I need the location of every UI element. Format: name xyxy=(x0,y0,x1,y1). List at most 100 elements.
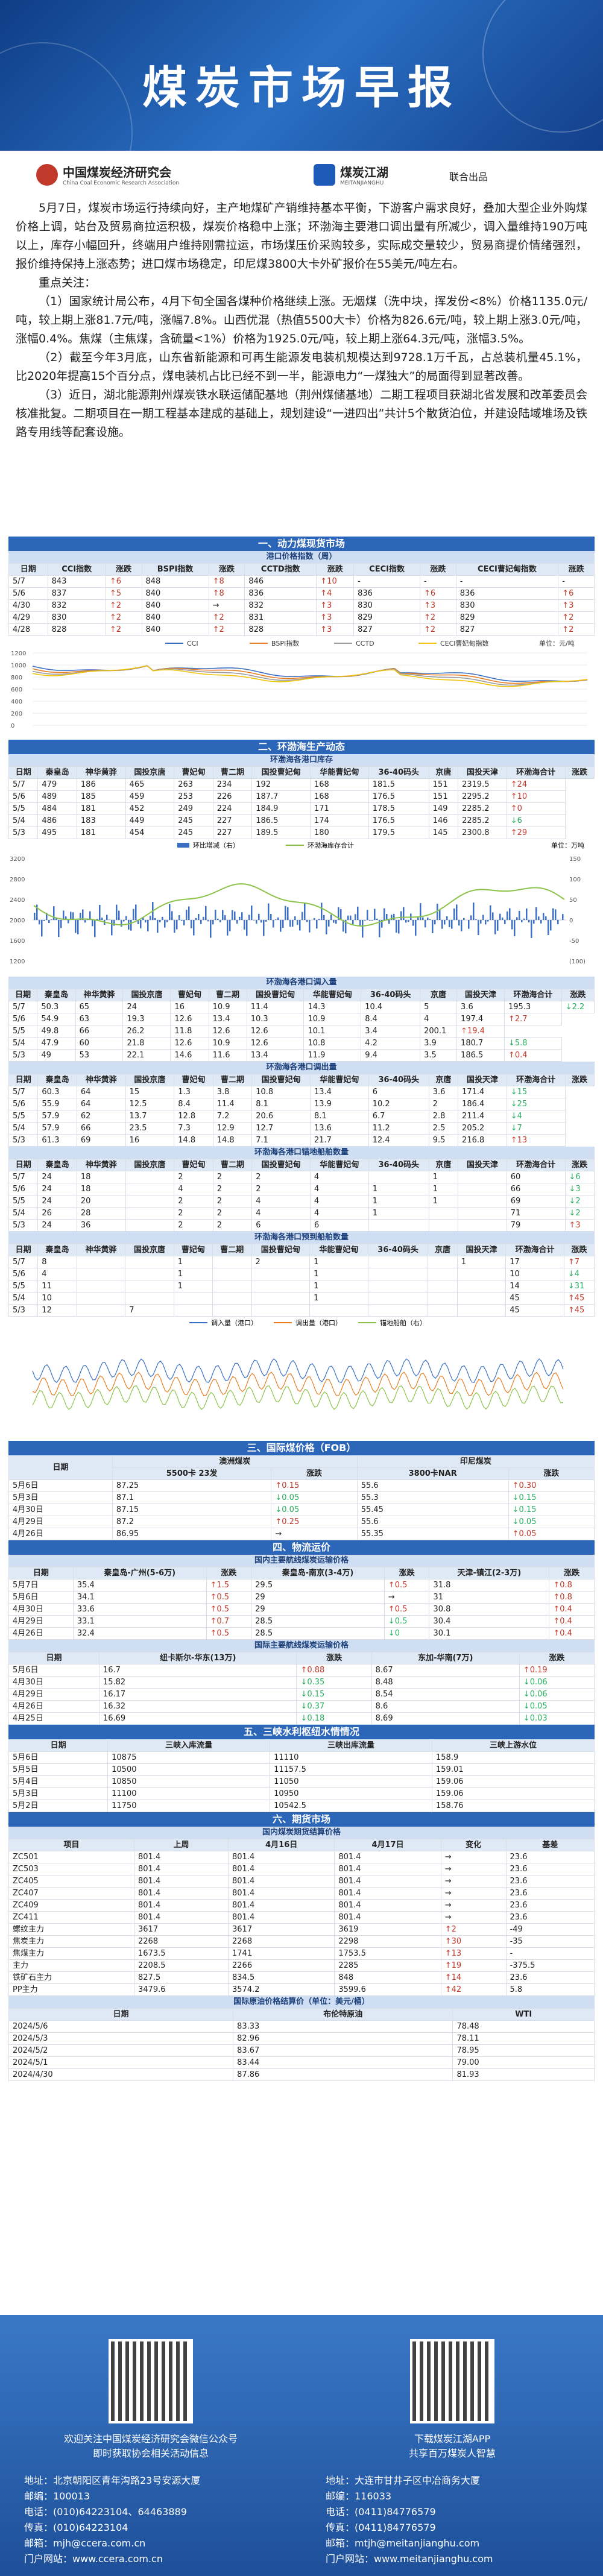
table-cell: 14.3 xyxy=(303,1001,362,1013)
table-cell xyxy=(125,1195,175,1208)
table-cell: 12.6 xyxy=(208,1025,247,1038)
table-cell: 47.9 xyxy=(37,1037,76,1050)
bar xyxy=(439,910,441,920)
bar xyxy=(461,920,463,931)
table-cell: 4月26日 xyxy=(8,1627,74,1640)
table-cell: 8.4 xyxy=(174,1098,213,1110)
section-title: 二、环渤海生产动态 xyxy=(8,740,595,754)
table-cell: 226 xyxy=(212,790,253,803)
bar xyxy=(294,916,296,920)
table-cell: 205.2 xyxy=(458,1122,507,1135)
table-row: 5/4 57.9 66 23.5 7.3 12.9 12.7 13.6 11.2 2.5 205.2… xyxy=(8,1122,595,1135)
column-header: 国投天津 xyxy=(456,1244,507,1256)
y-tick-label: 3200 xyxy=(10,856,25,863)
column-header: 神华黄骅 xyxy=(75,989,124,1001)
bar xyxy=(333,920,335,923)
table-cell xyxy=(458,1183,507,1195)
section-subtitle: 环渤海各港口预到船舶数量 xyxy=(8,1232,595,1244)
table-cell: 81.93 xyxy=(452,2068,595,2081)
column-header: 日期 xyxy=(8,563,48,576)
table-cell: 17 xyxy=(505,1256,564,1268)
column-header: 涨跌 xyxy=(561,989,595,1001)
bar xyxy=(43,920,45,921)
bar xyxy=(306,920,308,922)
table-cell: 5月7日 xyxy=(8,1579,74,1592)
table-cell: 3.6 xyxy=(428,1086,459,1098)
intro-p4: （2）截至今年3月底，山东省新能源和可再生能源发电装机规模达到9728.1万千瓦… xyxy=(16,351,587,383)
website-link[interactable]: 门户网站：www.ccera.com.cn xyxy=(24,2553,163,2565)
table-cell: 66 xyxy=(506,1183,566,1195)
bar xyxy=(164,920,166,928)
bar xyxy=(285,905,286,920)
bar xyxy=(299,920,301,931)
table-cell: ↑6 xyxy=(420,587,456,600)
table-cell: 9.4 xyxy=(361,1049,421,1062)
bar xyxy=(362,920,364,938)
table-cell: 836 xyxy=(353,587,420,600)
table-row: 铁矿石主力 827.5 834.5 848 ↑14 23.6 xyxy=(8,1971,595,1984)
email[interactable]: 邮箱：mtjh@meitanjianghu.com xyxy=(326,2537,480,2549)
table-cell: -375.5 xyxy=(505,1959,595,1972)
table-cell: 11 xyxy=(37,1280,77,1293)
table-cell: - xyxy=(420,575,456,588)
bar xyxy=(65,916,67,920)
bar xyxy=(543,913,545,920)
table-cell: 836 xyxy=(244,587,317,600)
bar xyxy=(150,915,151,920)
column-header: 涨跌 xyxy=(208,563,245,576)
table-row: 5/7 50.3 65 24 16 10.9 11.4 14.3 10.4 5 3.6 195.3 ↓2… xyxy=(8,1001,595,1013)
table-cell: 171.4 xyxy=(458,1086,507,1098)
table-cell: ↑0.05 xyxy=(508,1528,595,1540)
bar xyxy=(145,920,147,923)
table-cell: 2 xyxy=(428,1098,459,1110)
bar xyxy=(188,906,190,920)
bar xyxy=(203,916,204,920)
table-cell: 14.6 xyxy=(170,1049,209,1062)
column-header: 日期 xyxy=(8,766,39,779)
table-cell: ↓0.15 xyxy=(508,1491,595,1504)
column-header: 秦皇岛 xyxy=(37,1159,77,1171)
table-cell: ↓15 xyxy=(506,1086,566,1098)
table-cell: ↑13 xyxy=(440,1947,507,1960)
table-cell xyxy=(76,1256,126,1268)
bar xyxy=(48,920,50,923)
table-cell: → xyxy=(440,1911,507,1924)
table-cell: 69 xyxy=(506,1195,566,1208)
table-cell: ↓4 xyxy=(563,1268,595,1280)
table-cell: ↑2 xyxy=(105,623,142,636)
table-cell: 840 xyxy=(141,599,209,612)
table-cell xyxy=(125,1280,174,1293)
table-cell: ↓0.35 xyxy=(296,1676,372,1689)
table-cell: 23.6 xyxy=(505,1851,595,1863)
table-cell xyxy=(456,1268,507,1280)
table-cell: 2 xyxy=(251,1171,311,1183)
table-cell: ↑2 xyxy=(558,623,595,636)
bar xyxy=(468,920,470,929)
column-header: 涨跌 xyxy=(105,563,142,576)
table-cell: ↓0.37 xyxy=(296,1700,372,1713)
table-cell: ↓2 xyxy=(564,1195,595,1208)
table-header-row: 日期 秦皇岛-广州(5-6万) 涨跌 秦皇岛-南京(3-4万) 涨跌 天津-镇江(2-3万… xyxy=(8,1567,595,1579)
bar xyxy=(475,919,477,920)
table-cell: 168 xyxy=(309,790,369,803)
bar xyxy=(405,920,407,923)
table-cell: 159.06 xyxy=(432,1775,595,1788)
table-cell: 34.1 xyxy=(72,1591,207,1604)
footer-caption: 共享百万煤炭人智慧 xyxy=(408,2448,496,2459)
table-cell: 16 xyxy=(170,1001,209,1013)
table-cell: 5月3日 xyxy=(8,1787,109,1800)
table-cell: 2024/5/2 xyxy=(8,2044,234,2057)
table-cell: 30.4 xyxy=(429,1615,550,1628)
table-cell: 5/5 xyxy=(8,1110,39,1123)
bar xyxy=(470,915,472,920)
table-cell: 24 xyxy=(37,1195,77,1208)
table-cell xyxy=(428,1207,459,1220)
email[interactable]: 邮箱：mjh@ccera.com.cn xyxy=(24,2537,146,2549)
table-row: 4月29日 33.1 ↑0.7 28.5 ↓0.5 30.4 ↑0.4 xyxy=(8,1615,595,1628)
column-header: 环渤海合计 xyxy=(506,1074,566,1086)
website-link[interactable]: 门户网站：www.meitanjianghu.com xyxy=(326,2553,493,2565)
bar xyxy=(171,911,173,920)
table-cell: 4月30日 xyxy=(8,1603,74,1616)
table-row: 5/7 479 186 465 263 234 192 168 181.5 151 2319.5 ↑2… xyxy=(8,778,595,791)
bar xyxy=(304,902,306,920)
